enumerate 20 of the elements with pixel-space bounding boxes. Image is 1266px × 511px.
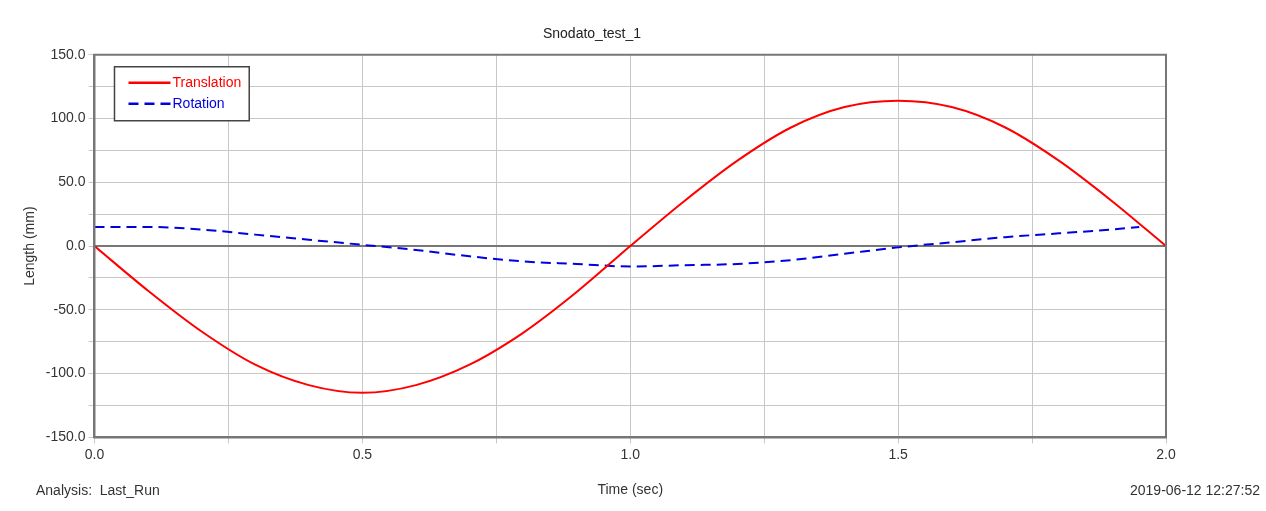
x-tick-label: 1.5: [888, 445, 909, 462]
y-tick-label: -100.0: [45, 364, 86, 381]
x-axis-title: Time (sec): [597, 481, 664, 498]
legend-label: Translation: [172, 73, 242, 90]
y-tick-label: -150.0: [45, 428, 86, 445]
y-tick-label: 150.0: [50, 45, 86, 62]
x-tick-label: 0.5: [352, 445, 373, 462]
x-tick-label: 1.0: [620, 445, 641, 462]
x-tick-label: 0.0: [84, 445, 105, 462]
chart-title: Snodato_test_1: [542, 25, 642, 42]
line-series: [94, 225, 1141, 268]
y-tick-label: 100.0: [50, 109, 86, 126]
x-tick-label: 2.0: [1156, 445, 1176, 462]
text: Analysis: Last_Run: [36, 482, 160, 498]
legend-label: Rotation: [172, 94, 225, 111]
y-tick-label: 0.0: [66, 236, 86, 253]
y-tick-label: -50.0: [53, 300, 86, 317]
y-axis-title: Length (mm): [21, 206, 38, 286]
y-tick-label: 50.0: [58, 173, 86, 190]
text: 2019-06-12 12:27:52: [1130, 482, 1261, 498]
